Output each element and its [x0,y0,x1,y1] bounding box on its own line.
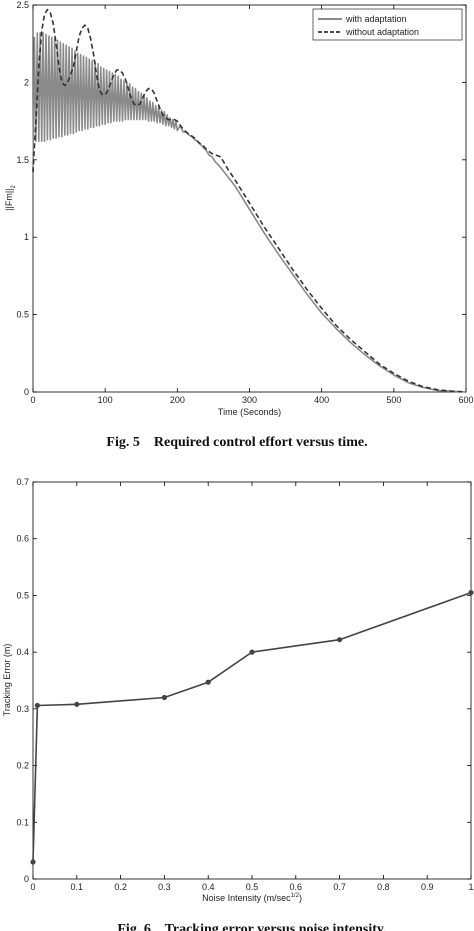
x-tick-label: 0.4 [202,882,215,892]
x-tick-label: 0 [30,882,35,892]
data-point [249,649,255,655]
data-point [34,702,40,709]
legend-label-with-adaptation: with adaptation [345,14,407,24]
data-point [30,859,36,865]
x-tick-label: 400 [314,395,329,405]
data-point [468,589,474,596]
x-tick-label: 1 [468,882,473,892]
legend-1: with adaptation without adaptation [312,8,463,41]
data-point [74,701,80,707]
x-tick-label: 0.8 [377,882,390,892]
y-tick-label: 1.5 [16,155,29,165]
y-tick-label: 0.6 [16,534,29,544]
y-tick-label: 0.1 [16,817,29,827]
x-tick-label: 0.6 [290,882,303,892]
y-ticks-2: 0 0.1 0.2 0.3 0.4 0.5 0.6 0.7 [16,477,471,884]
x-axis-title-2: Noise Intensity (m/sec1/2) [202,893,302,903]
chart-tracking-error: 00.10.20.30.40.50.60.7 0 0.1 0.2 0.3 0.4 0.5 0… [2,477,474,931]
y-tick-label: 0.2 [16,761,29,771]
y-tick-label: 2.5 [16,0,29,10]
x-tick-label: 0.9 [421,882,434,892]
series-lines-2 [30,589,474,865]
figure-caption-6: Fig. 6 Tracking error versus noise inten… [117,922,386,931]
y-tick-label: 2 [24,77,29,87]
x-tick-label: 0.3 [158,882,171,892]
y-tick-label: 0.7 [16,477,29,487]
x-tick-label: 200 [170,395,185,405]
figure-caption-5: Fig. 5 Required control effort versus ti… [106,435,367,450]
x-tick-label: 100 [98,395,113,405]
x-tick-label: 0 [30,395,35,405]
chart-control-effort: 0 0.5 1 1.5 2 2.5 0 100 200 300 400 500 600 Time (S… [4,0,474,450]
data-point [161,694,167,701]
legend-label-without-adaptation: without adaptation [345,27,419,37]
data-point [337,637,343,643]
x-axis-title-1: Time (Seconds) [218,407,281,417]
x-tick-label: 600 [458,395,473,405]
x-ticks-1: 0 100 200 300 400 500 600 [30,5,474,405]
y-tick-label: 0 [24,874,29,884]
x-tick-label: 0.7 [333,882,346,892]
y-tick-label: 0.3 [16,704,29,714]
plot-area-1 [32,4,467,393]
y-tick-label: 0.5 [16,590,29,600]
x-tick-label: 0.2 [114,882,127,892]
series-line-0 [32,591,472,863]
x-ticks-2: 0 0.1 0.2 0.3 0.4 0.5 0.6 0.7 0.8 0.9 1 [30,482,474,892]
x-tick-label: 0.1 [71,882,84,892]
y-tick-label: 0.5 [16,310,29,320]
x-tick-label: 0.5 [246,882,259,892]
legend-box-1 [312,8,463,41]
x-tick-label: 500 [386,395,401,405]
plot-area-2 [32,481,472,880]
y-tick-label: 0.4 [16,647,29,657]
series-lines-1 [32,8,467,393]
data-point [205,679,211,685]
series-line-0 [32,32,467,393]
series-line-1 [32,8,467,393]
y-axis-title-1: ||Fm||2 [4,184,17,210]
y-tick-label: 0 [24,387,29,397]
x-tick-label: 300 [242,395,257,405]
y-tick-label: 1 [24,232,29,242]
y-axis-title-2: Tracking Error (m) [2,644,12,717]
